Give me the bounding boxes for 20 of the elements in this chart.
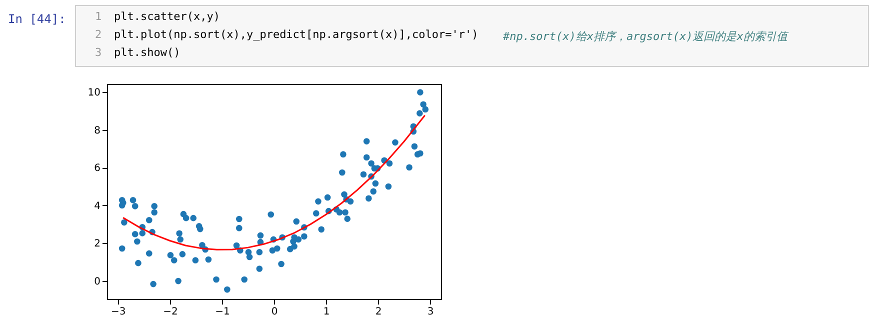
x-tick-label: 2 <box>375 306 382 318</box>
text: 1 <box>95 10 102 23</box>
text: plt.show() <box>114 46 180 59</box>
y-tick-label: 0 <box>94 276 100 288</box>
y-tick-label: 8 <box>94 125 100 136</box>
text: #np.sort(x)给x排序，argsort(x)返回的是x的索引值 <box>503 29 788 44</box>
x-tick-label: −1 <box>215 306 230 318</box>
y-tick-label: 2 <box>94 238 100 250</box>
text: 3 <box>95 46 102 59</box>
y-tick-label: 6 <box>94 163 100 174</box>
x-tick-label: −3 <box>111 306 126 318</box>
text: In [44]: <box>8 12 66 26</box>
text: plt.scatter(x,y) <box>114 10 220 23</box>
x-tick-label: −2 <box>163 306 178 318</box>
x-tick-label: 1 <box>323 306 330 318</box>
y-tick-label: 10 <box>88 87 100 98</box>
x-tick-label: 0 <box>271 306 278 318</box>
x-tick-label: 3 <box>427 306 434 318</box>
y-tick-label: 4 <box>94 200 100 212</box>
text: plt.plot(np.sort(x),y_predict[np.argsort(x)],color='r') <box>114 28 478 41</box>
